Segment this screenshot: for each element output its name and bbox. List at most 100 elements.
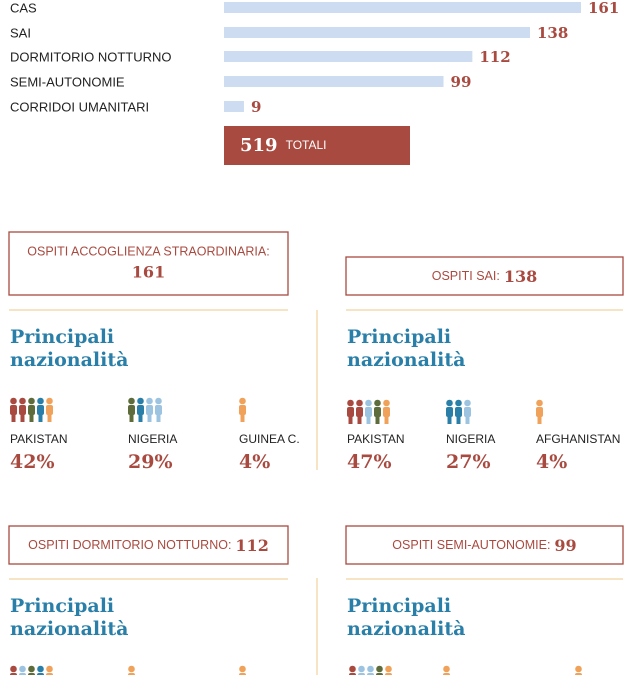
person-icon (356, 399, 363, 424)
icon-head (10, 665, 17, 673)
panel-heading: nazionalità (347, 349, 465, 371)
icon-head (575, 665, 582, 673)
icon-head (37, 665, 44, 673)
person-icon (575, 665, 582, 675)
person-icon (367, 665, 374, 675)
icon-head (356, 399, 363, 407)
bar-label: CAS (10, 0, 37, 15)
panel-heading: Principali (347, 326, 451, 348)
nationality-name: GUINEA C. (239, 432, 300, 446)
nationality-name: NIGERIA (128, 432, 177, 446)
value-label: 138 (537, 24, 568, 42)
icon-body (383, 407, 390, 417)
icon-head (443, 665, 450, 673)
person-icon (347, 399, 354, 424)
icon-legs (129, 414, 134, 422)
bar (224, 101, 244, 112)
panel-count: 161 (132, 263, 165, 282)
person-icon (10, 397, 17, 422)
nationality-share: 42% (10, 451, 55, 473)
icon-body (19, 405, 26, 415)
nationality-name: AFGHANISTAN (536, 432, 620, 446)
person-icon (146, 397, 153, 422)
icon-head (385, 665, 392, 673)
icon-head (19, 665, 26, 673)
person-icon (19, 397, 26, 422)
panel-heading: Principali (10, 595, 114, 617)
person-icon (455, 399, 462, 424)
value-label: 9 (251, 98, 261, 116)
icon-body (455, 407, 462, 417)
icon-body (155, 405, 162, 415)
person-icon (239, 397, 246, 422)
icon-body (239, 405, 246, 415)
icon-legs (456, 416, 461, 424)
icon-head (46, 397, 53, 405)
icon-body (347, 407, 354, 417)
icon-body (536, 407, 543, 417)
icon-head (446, 399, 453, 407)
icon-legs (375, 416, 380, 424)
icon-body (464, 407, 471, 417)
nationality-share: 27% (446, 451, 491, 473)
panel-box (8, 525, 289, 565)
panel-title-text: OSPITI SAI: (432, 269, 500, 283)
icon-legs (38, 414, 43, 422)
icon-head (365, 399, 372, 407)
icon-legs (29, 414, 34, 422)
icon-legs (357, 416, 362, 424)
panel-box (345, 525, 624, 565)
icon-legs (20, 414, 25, 422)
panel-title: OSPITI DORMITORIO NOTTURNO: 112 (28, 536, 269, 555)
icon-legs (138, 414, 143, 422)
person-icon (443, 665, 450, 675)
bar-label: SEMI-AUTONOMIE (10, 74, 125, 89)
panel-count: 138 (504, 267, 537, 286)
icon-head (28, 665, 35, 673)
icon-head (10, 397, 17, 405)
person-icon (239, 665, 246, 675)
icon-legs (384, 416, 389, 424)
person-icon (374, 399, 381, 424)
icon-head (37, 397, 44, 405)
nationality-share: 29% (128, 451, 173, 473)
panel-heading: Principali (347, 595, 451, 617)
nationality-name: NIGERIA (446, 432, 495, 446)
person-icon (19, 665, 26, 675)
icon-head (146, 397, 153, 405)
icon-head (536, 399, 543, 407)
panel-heading: nazionalità (10, 618, 128, 640)
icon-legs (240, 414, 245, 422)
icon-head (347, 399, 354, 407)
nationality-name: PAKISTAN (10, 432, 68, 446)
icon-head (464, 399, 471, 407)
person-icon (137, 397, 144, 422)
icon-legs (465, 416, 470, 424)
person-icon (10, 665, 17, 675)
total-label: TOTALI (286, 138, 327, 152)
icon-body (28, 405, 35, 415)
person-icon (464, 399, 471, 424)
panel-heading: Principali (10, 326, 114, 348)
bar (224, 51, 473, 62)
person-icon (536, 399, 543, 424)
person-icon (376, 665, 383, 675)
bar-label: CORRIDOI UMANITARI (10, 99, 149, 114)
bar (224, 76, 444, 87)
panel-title: OSPITI SEMI-AUTONOMIE: 99 (392, 536, 576, 555)
person-icon (365, 399, 372, 424)
person-icon (128, 397, 135, 422)
icon-head (128, 665, 135, 673)
person-icon (28, 665, 35, 675)
icon-legs (11, 414, 16, 422)
icon-head (28, 397, 35, 405)
icon-head (155, 397, 162, 405)
icon-head (455, 399, 462, 407)
panel-box (345, 256, 624, 296)
icon-head (46, 665, 53, 673)
panel-count: 112 (235, 536, 268, 555)
panel-count: 99 (554, 536, 576, 555)
panel-box (8, 231, 289, 296)
icon-legs (447, 416, 452, 424)
